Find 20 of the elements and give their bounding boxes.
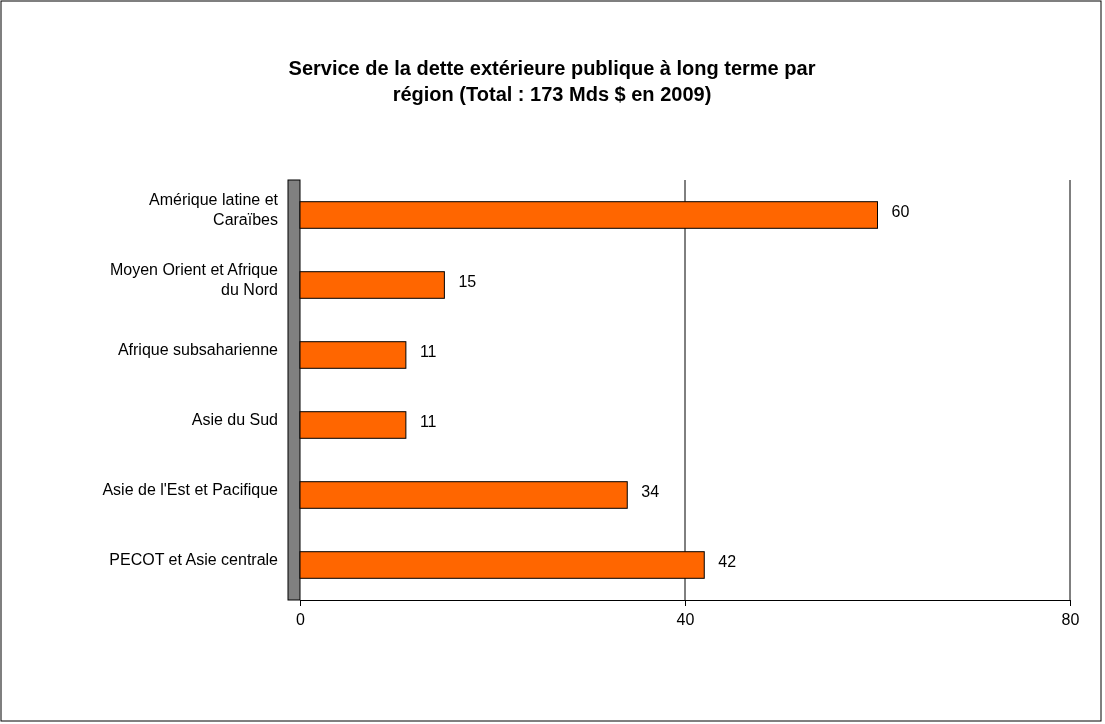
bar xyxy=(299,411,407,439)
bar xyxy=(299,341,407,369)
x-tick-label: 0 xyxy=(296,611,306,629)
data-label: 11 xyxy=(419,342,437,360)
data-label: 60 xyxy=(891,202,910,220)
x-tick-label: 80 xyxy=(1061,611,1080,629)
data-label: 34 xyxy=(641,482,660,500)
x-tick-label: 40 xyxy=(676,611,695,629)
data-label: 11 xyxy=(419,412,437,430)
chart-title: Service de la dette extérieure publique à long terme par région (Total : 173 Mds $ en 2009) xyxy=(288,57,816,105)
data-label: 15 xyxy=(458,272,477,290)
y-tick-label: Amérique latine et Caraïbes xyxy=(149,191,279,228)
bar xyxy=(299,481,628,509)
y-tick-label: Afrique subsaharienne xyxy=(117,341,279,358)
y-tick-label: Asie du Sud xyxy=(191,411,278,428)
y-tick-label: Moyen Orient et Afrique du Nord xyxy=(109,261,279,298)
data-label: 42 xyxy=(718,552,737,570)
y-tick-label: Asie de l'Est et Pacifique xyxy=(102,481,279,498)
y-tick-label: PECOT et Asie centrale xyxy=(109,551,279,568)
bar xyxy=(299,271,445,299)
